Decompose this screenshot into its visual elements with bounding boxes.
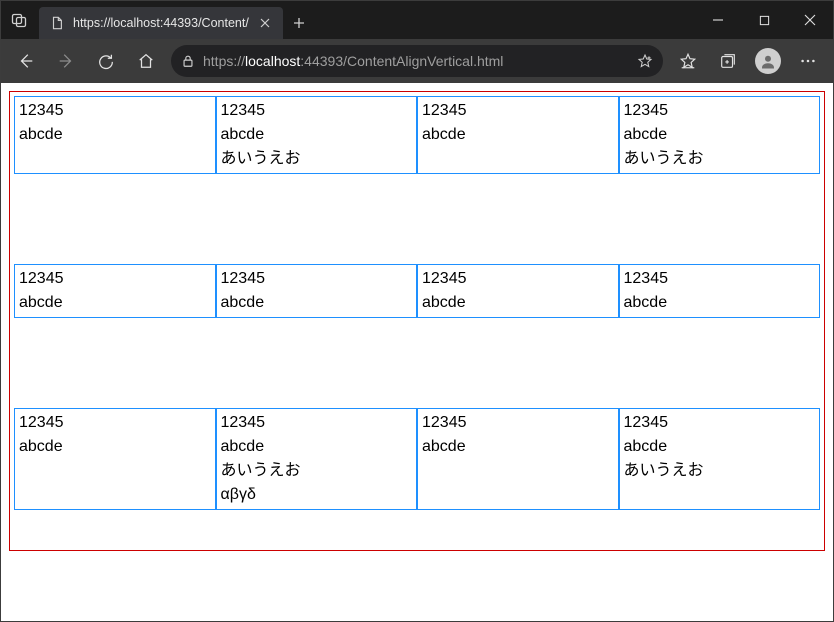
cell-line: abcde: [624, 291, 816, 315]
browser-window: https://localhost:44393/Content/: [0, 0, 834, 622]
address-bar[interactable]: https://localhost:44393/ContentAlignVert…: [171, 45, 663, 77]
cell-line: abcde: [422, 291, 614, 315]
favorite-icon[interactable]: [637, 53, 653, 69]
profile-button[interactable]: [749, 44, 787, 78]
window-controls: [695, 1, 833, 39]
active-tab[interactable]: https://localhost:44393/Content/: [39, 7, 283, 39]
cell-line: abcde: [19, 123, 211, 147]
cell-line: 12345: [221, 267, 413, 291]
grid-cell: 12345abcde: [14, 264, 216, 318]
minimize-button[interactable]: [695, 1, 741, 39]
avatar-icon: [755, 48, 781, 74]
more-button[interactable]: [789, 44, 827, 78]
grid-cell: 12345abcdeあいうえお: [216, 96, 418, 174]
grid-cell: 12345abcdeあいうえお: [619, 96, 821, 174]
cell-line: abcde: [19, 291, 211, 315]
cell-line: 12345: [624, 267, 816, 291]
grid-cell: 12345abcde: [14, 408, 216, 510]
toolbar: https://localhost:44393/ContentAlignVert…: [1, 39, 833, 83]
grid-cell: 12345abcde: [619, 264, 821, 318]
new-tab-button[interactable]: [283, 16, 315, 30]
cell-line: 12345: [19, 99, 211, 123]
cell-line: abcde: [19, 435, 211, 459]
grid-cell: 12345abcdeあいうえお: [619, 408, 821, 510]
cell-line: 12345: [422, 99, 614, 123]
cell-line: abcde: [221, 123, 413, 147]
cell-line: 12345: [422, 411, 614, 435]
address-text: https://localhost:44393/ContentAlignVert…: [203, 53, 629, 69]
tab-title: https://localhost:44393/Content/: [73, 16, 249, 30]
grid-cell: 12345abcde: [216, 264, 418, 318]
refresh-button[interactable]: [87, 44, 125, 78]
cell-line: abcde: [624, 123, 816, 147]
close-window-button[interactable]: [787, 1, 833, 39]
page-viewport: 12345abcde12345abcdeあいうえお12345abcde12345…: [1, 83, 833, 621]
grid-cell: 12345abcde: [417, 408, 619, 510]
cell-line: abcde: [422, 123, 614, 147]
titlebar: https://localhost:44393/Content/: [1, 1, 833, 39]
home-button[interactable]: [127, 44, 165, 78]
tab-strip: https://localhost:44393/Content/: [37, 1, 315, 39]
page-icon: [49, 15, 65, 31]
cell-line: 12345: [624, 411, 816, 435]
cell-line: 12345: [221, 99, 413, 123]
tab-actions-icon[interactable]: [1, 1, 37, 39]
cell-line: 12345: [221, 411, 413, 435]
cell-line: あいうえお: [624, 459, 816, 483]
lock-icon: [181, 54, 195, 68]
cell-line: abcde: [221, 291, 413, 315]
grid-cell: 12345abcde: [417, 96, 619, 174]
grid-cell: 12345abcde: [14, 96, 216, 174]
forward-button[interactable]: [47, 44, 85, 78]
favorites-button[interactable]: [669, 44, 707, 78]
cell-line: 12345: [19, 267, 211, 291]
back-button[interactable]: [7, 44, 45, 78]
cell-line: abcde: [422, 435, 614, 459]
cell-line: 12345: [624, 99, 816, 123]
maximize-button[interactable]: [741, 1, 787, 39]
outer-container: 12345abcde12345abcdeあいうえお12345abcde12345…: [9, 91, 825, 551]
cell-line: abcde: [624, 435, 816, 459]
collections-button[interactable]: [709, 44, 747, 78]
cell-line: 12345: [422, 267, 614, 291]
cell-line: 12345: [19, 411, 211, 435]
close-tab-icon[interactable]: [257, 15, 273, 31]
cell-line: あいうえお: [221, 459, 413, 483]
cell-line: あいうえお: [221, 147, 413, 171]
grid-cell: 12345abcde: [417, 264, 619, 318]
cell-line: αβγδ: [221, 483, 413, 507]
cell-line: abcde: [221, 435, 413, 459]
grid-cell: 12345abcdeあいうえおαβγδ: [216, 408, 418, 510]
cell-grid: 12345abcde12345abcdeあいうえお12345abcde12345…: [14, 96, 820, 510]
cell-line: あいうえお: [624, 147, 816, 171]
